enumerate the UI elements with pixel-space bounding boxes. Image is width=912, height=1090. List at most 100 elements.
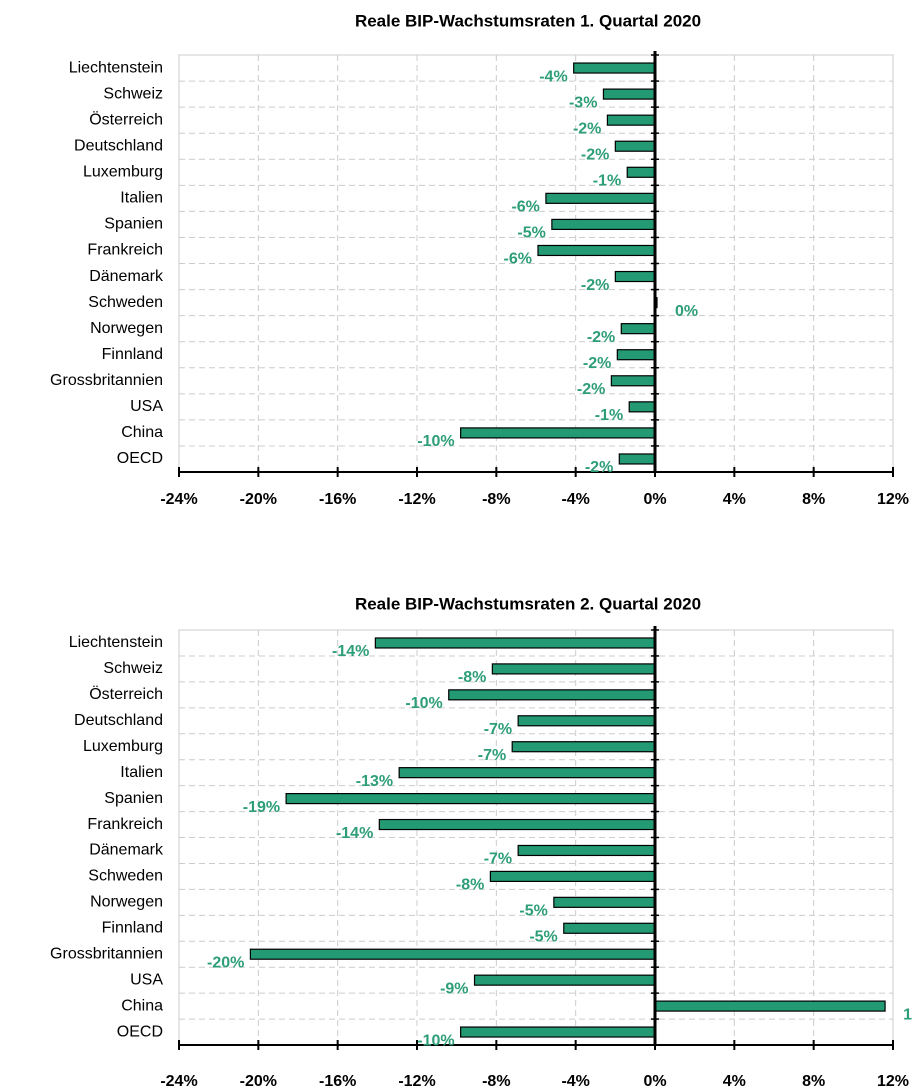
x-tick-label: -4% (561, 491, 589, 508)
value-label: -2% (573, 120, 601, 137)
value-label: -1% (593, 173, 621, 190)
bar (563, 922, 656, 934)
x-tick-label: -20% (240, 1073, 277, 1090)
bar (620, 323, 656, 335)
plot-area (178, 54, 894, 473)
x-tick-label: -12% (398, 491, 435, 508)
value-label: -2% (583, 355, 611, 372)
bar (573, 62, 656, 74)
category-label: Luxemburg (83, 164, 163, 181)
bar (517, 844, 656, 857)
category-label: China (121, 997, 163, 1014)
category-label: China (121, 424, 163, 441)
x-tick-label: -20% (240, 491, 277, 508)
category-label: Dänemark (89, 268, 164, 285)
value-label: -9% (440, 980, 468, 997)
value-label: -2% (581, 277, 609, 294)
category-label: Italien (120, 764, 163, 781)
bar (378, 818, 656, 831)
x-tick-label: 12% (877, 1073, 909, 1090)
value-label: -6% (504, 251, 532, 268)
x-tick-label: -24% (160, 491, 197, 508)
value-label: -10% (417, 1032, 454, 1049)
category-label: Spanien (104, 216, 163, 233)
bar (606, 114, 656, 126)
category-label: Österreich (89, 110, 163, 128)
category-label: Grossbritannien (50, 945, 163, 962)
category-label: Finnland (102, 920, 163, 937)
x-tick-label: -8% (482, 1073, 510, 1090)
bar (448, 689, 656, 701)
category-label: Schweden (88, 868, 163, 885)
category-label: Grossbritannien (50, 372, 163, 389)
value-label: -14% (336, 825, 373, 842)
bar (654, 1000, 886, 1012)
bar (460, 427, 656, 439)
category-label: Norwegen (90, 894, 163, 911)
category-label: Norwegen (90, 320, 163, 337)
chart-title: Reale BIP-Wachstumsraten 1. Quartal 2020 (355, 11, 701, 30)
x-tick-label: -4% (561, 1073, 589, 1090)
value-label: -7% (484, 851, 512, 868)
value-label: 0% (675, 303, 698, 320)
value-label: -13% (356, 773, 393, 790)
value-label: -5% (519, 903, 547, 920)
x-tick-label: 0% (643, 491, 666, 508)
value-label: -19% (243, 799, 280, 816)
category-label: Spanien (104, 790, 163, 807)
value-label: -5% (517, 225, 545, 242)
value-label: -7% (478, 747, 506, 764)
bar (626, 166, 656, 178)
bar (460, 1026, 656, 1038)
category-label: OECD (117, 450, 163, 467)
bar (551, 218, 656, 231)
bar (614, 270, 656, 283)
bar (618, 453, 656, 465)
value-label: -8% (458, 669, 486, 686)
category-label: Deutschland (74, 712, 163, 729)
x-tick-label: -12% (398, 1073, 435, 1090)
x-tick-label: -24% (160, 1073, 197, 1090)
x-tick-label: -16% (319, 491, 356, 508)
x-tick-label: 4% (723, 491, 746, 508)
bar (553, 896, 656, 908)
x-tick-label: 8% (802, 491, 825, 508)
category-label: Deutschland (74, 137, 163, 154)
value-label: -2% (581, 146, 609, 163)
x-tick-label: 12% (877, 491, 909, 508)
value-label: -14% (332, 643, 369, 660)
x-tick-label: -8% (482, 491, 510, 508)
bar (614, 140, 656, 152)
value-label: -10% (405, 695, 442, 712)
bar (285, 792, 656, 805)
value-label: -5% (529, 929, 557, 946)
category-label: Schweden (88, 294, 163, 311)
category-label: Schweiz (103, 85, 163, 102)
category-label: Schweiz (103, 660, 163, 677)
category-label: USA (130, 971, 163, 988)
value-label: -8% (456, 877, 484, 894)
bar (610, 375, 656, 387)
category-label: Österreich (89, 685, 163, 703)
value-label: -3% (569, 94, 597, 111)
category-label: USA (130, 398, 163, 415)
x-tick-label: 0% (643, 1073, 666, 1090)
value-label: -2% (577, 381, 605, 398)
value-label: -6% (511, 199, 539, 216)
bar (489, 870, 656, 883)
bar (473, 974, 656, 986)
bar (628, 401, 656, 413)
category-label: Frankreich (87, 242, 163, 259)
value-label: -10% (417, 433, 454, 450)
value-label: 12% (903, 1006, 912, 1023)
category-label: Finnland (102, 346, 163, 363)
value-label: -2% (585, 459, 613, 476)
value-label: -2% (587, 329, 615, 346)
value-label: -20% (207, 954, 244, 971)
bar (602, 88, 656, 100)
chart-title: Reale BIP-Wachstumsraten 2. Quartal 2020 (355, 594, 701, 613)
x-tick-label: 8% (802, 1073, 825, 1090)
category-label: Luxemburg (83, 738, 163, 755)
